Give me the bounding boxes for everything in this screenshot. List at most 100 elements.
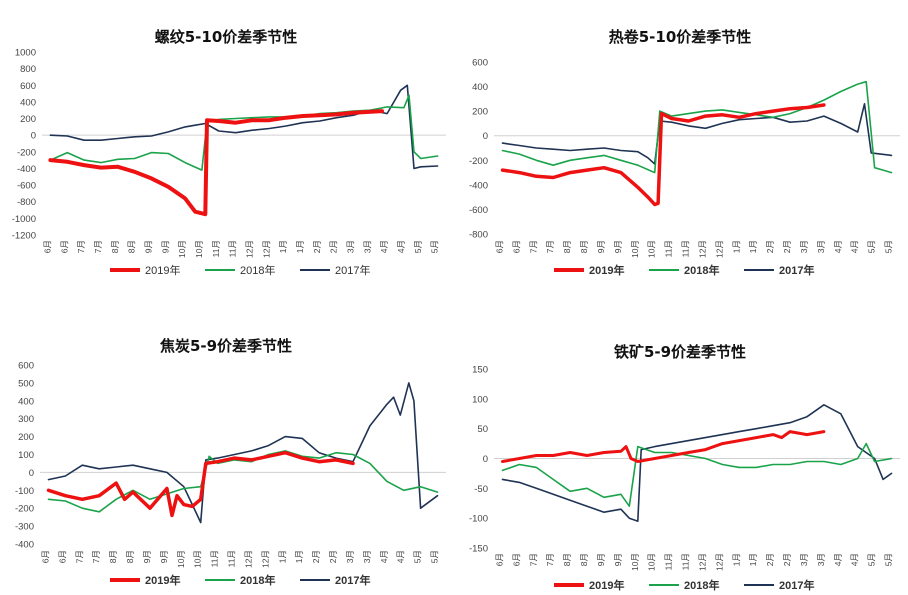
x-tick-label: 12月 — [244, 240, 254, 258]
x-tick-label: 11月 — [228, 240, 238, 257]
chart-iron-ore: 铁矿5-9价差季节性 150 100 50 0 -50 -100 -150 6月 6月 7月 7月 8月… — [454, 297, 908, 595]
x-tick-label: 8月 — [579, 240, 589, 253]
y-tick-label: 100 — [18, 450, 34, 461]
chart-title: 铁矿5-9价差季节性 — [614, 343, 746, 361]
x-tick-label: 9月 — [160, 240, 170, 253]
chart-rebar: 螺纹5-10价差季节性 1000 800 600 400 200 0 -200 -400 -600… — [0, 0, 454, 297]
x-tick-label: 1月 — [278, 240, 288, 253]
x-tick-label: 2月 — [765, 553, 775, 566]
series-2018-line — [501, 80, 893, 174]
y-tick-label: -200 — [17, 147, 36, 158]
y-tick-label: 300 — [18, 414, 34, 425]
x-tick-label: 1月 — [731, 240, 741, 253]
series-2017-line — [47, 382, 439, 524]
legend-label-series-2017: 2017年 — [335, 263, 370, 277]
x-tick-label: 1月 — [277, 550, 287, 563]
x-tick-label: 11月 — [681, 240, 691, 257]
legend-label-series-2017: 2017年 — [779, 578, 814, 592]
x-tick-label: 10月 — [647, 240, 657, 258]
series-2019-line — [48, 109, 384, 217]
x-tick-label: 5月 — [413, 240, 423, 253]
series-2019-line — [46, 450, 355, 518]
x-tick-label: 11月 — [227, 550, 237, 567]
y-tick-label: 0 — [29, 468, 34, 479]
x-tick-label: 11月 — [664, 240, 674, 257]
x-tick-label: 7月 — [93, 240, 103, 253]
y-tick-label: 50 — [477, 424, 488, 435]
x-tick-label: 9月 — [613, 553, 623, 566]
x-tick-label: 4月 — [850, 553, 860, 566]
x-tick-label: 3月 — [362, 240, 372, 253]
chart-title: 热卷5-10价差季节性 — [609, 28, 752, 46]
y-tick-label: -100 — [15, 486, 34, 497]
y-tick-label: -1200 — [12, 231, 36, 242]
legend-label-series-2017: 2017年 — [335, 573, 370, 587]
x-tick-label: 7月 — [74, 550, 84, 563]
y-tick-label: 600 — [20, 81, 36, 92]
x-tick-label: 6月 — [511, 553, 521, 566]
x-tick-label: 9月 — [613, 240, 623, 253]
y-tick-label: 400 — [18, 396, 34, 407]
y-tick-label: 500 — [18, 378, 34, 389]
chart-hot-coil-svg: 热卷5-10价差季节性 600 400 200 0 -200 -400 -600 -800 6月 6… — [469, 28, 900, 277]
x-tick-label: 9月 — [596, 553, 606, 566]
x-tick-label: 10月 — [630, 240, 640, 258]
x-tick-label: 12月 — [697, 240, 707, 258]
x-tick-label: 8月 — [125, 550, 135, 563]
x-tick-label: 12月 — [697, 553, 707, 571]
series-2019-line — [500, 103, 826, 207]
y-tick-label: 800 — [20, 64, 36, 75]
y-tick-label: -400 — [469, 180, 488, 191]
x-tick-label: 5月 — [884, 553, 894, 566]
y-tick-label: -600 — [469, 205, 488, 216]
x-tick-label: 9月 — [143, 240, 153, 253]
x-tick-label: 4月 — [396, 240, 406, 253]
x-tick-label: 2月 — [782, 553, 792, 566]
x-tick-label: 8月 — [562, 553, 572, 566]
x-tick-label: 4月 — [396, 550, 406, 563]
x-tick-label: 11月 — [211, 240, 221, 257]
x-tick-label: 5月 — [884, 240, 894, 253]
x-tick-label: 4月 — [379, 550, 389, 563]
chart-coke-svg: 焦炭5-9价差季节性 600 500 400 300 200 100 0 -100 -200 -30… — [15, 337, 446, 587]
legend-label-series-2018: 2018年 — [684, 578, 719, 592]
x-tick-label: 7月 — [528, 240, 538, 253]
x-tick-label: 7月 — [91, 550, 101, 563]
x-tick-label: 1月 — [748, 553, 758, 566]
y-tick-label: 0 — [483, 131, 488, 142]
chart-coke: 焦炭5-9价差季节性 600 500 400 300 200 100 0 -100 -200 -30… — [0, 297, 454, 595]
legend-label-series-2018: 2018年 — [240, 573, 275, 587]
legend-label-series-2019: 2019年 — [589, 263, 624, 277]
x-tick-label: 7月 — [76, 240, 86, 253]
legend-label-series-2019: 2019年 — [589, 578, 624, 592]
legend-label-series-2018: 2018年 — [240, 263, 275, 277]
x-tick-label: 3月 — [345, 550, 355, 563]
x-tick-label: 1月 — [731, 553, 741, 566]
x-tick-label: 4月 — [379, 240, 389, 253]
x-tick-label: 9月 — [142, 550, 152, 563]
x-tick-label: 6月 — [494, 240, 504, 253]
x-tick-label: 10月 — [177, 240, 187, 258]
x-tick-label: 5月 — [413, 550, 423, 563]
x-tick-label: 4月 — [833, 553, 843, 566]
x-tick-label: 7月 — [545, 240, 555, 253]
x-tick-label: 1月 — [295, 240, 305, 253]
x-tick-label: 11月 — [210, 550, 220, 567]
x-tick-label: 6月 — [494, 553, 504, 566]
x-tick-label: 10月 — [193, 550, 203, 568]
legend-label-series-2017: 2017年 — [779, 263, 814, 277]
legend-label-series-2019: 2019年 — [145, 263, 180, 277]
y-tick-label: -200 — [15, 504, 34, 515]
x-tick-label: 6月 — [40, 550, 50, 563]
chart-hot-coil: 热卷5-10价差季节性 600 400 200 0 -200 -400 -600 -800 6月 6… — [454, 0, 908, 297]
series-2018-line — [47, 450, 439, 513]
x-tick-label: 5月 — [430, 240, 440, 253]
y-tick-label: 200 — [20, 114, 36, 125]
y-tick-label: 150 — [472, 365, 488, 376]
x-tick-label: 3月 — [362, 550, 372, 563]
y-tick-label: -400 — [15, 540, 34, 551]
y-tick-label: -300 — [15, 522, 34, 533]
legend-label-series-2019: 2019年 — [145, 573, 180, 587]
x-tick-label: 5月 — [867, 553, 877, 566]
x-tick-label: 2月 — [328, 550, 338, 563]
